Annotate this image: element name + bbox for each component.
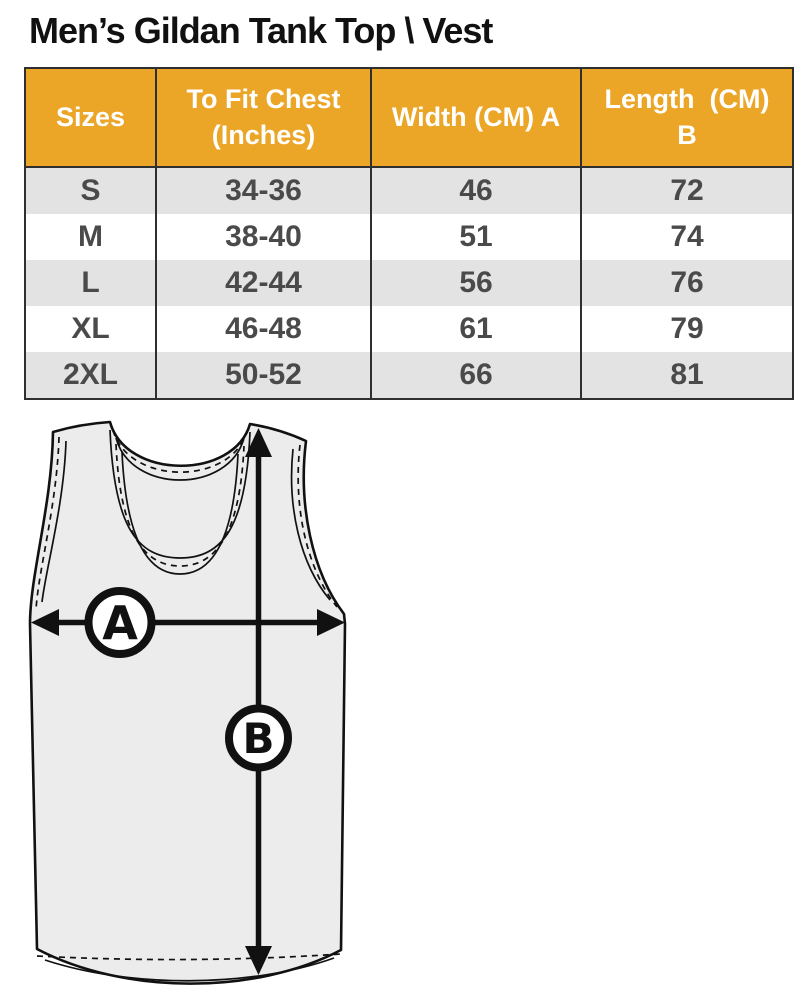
chest-cell: 50-52 xyxy=(155,352,372,399)
tank-top-diagram: A B xyxy=(28,420,347,985)
right-armhole-inner-line xyxy=(290,448,331,601)
length-cell: 72 xyxy=(580,167,794,214)
chest-cell: 34-36 xyxy=(155,167,372,214)
tank-silhouette xyxy=(28,420,347,985)
width-cell: 51 xyxy=(370,214,582,260)
width-cell: 61 xyxy=(370,306,582,352)
length-arrow xyxy=(245,428,272,975)
column-header-length: Length (CM) B xyxy=(580,67,794,168)
length-cell: 79 xyxy=(580,306,794,352)
chest-cell: 46-48 xyxy=(155,306,372,352)
left-armhole-inner-line xyxy=(41,440,67,603)
size-cell: XL xyxy=(24,306,157,352)
length-cell: 74 xyxy=(580,214,794,260)
size-cell: S xyxy=(24,167,157,214)
size-cell: M xyxy=(24,214,157,260)
page-title: Men’s Gildan Tank Top \ Vest xyxy=(29,10,493,51)
chest-cell: 38-40 xyxy=(155,214,372,260)
header-row: Sizes To Fit Chest (Inches) Width (CM) A… xyxy=(24,67,794,168)
chest-cell: 42-44 xyxy=(155,260,372,306)
front-neckline-outer-line xyxy=(109,429,251,559)
width-cell: 46 xyxy=(370,167,582,214)
column-header-width: Width (CM) A xyxy=(370,67,582,168)
table-row-2xl: 2XL 50-52 66 81 xyxy=(24,352,794,399)
size-cell: L xyxy=(24,260,157,306)
measurement-b-badge: B xyxy=(225,704,292,772)
table-row-s: S 34-36 46 72 xyxy=(24,167,794,214)
table-row-m: M 38-40 51 74 xyxy=(24,214,794,260)
table-row-xl: XL 46-48 61 79 xyxy=(24,306,794,352)
left-armhole-stitch xyxy=(35,436,60,611)
table-row-l: L 42-44 56 76 xyxy=(24,260,794,306)
front-neckline-inner-line xyxy=(121,451,239,575)
column-header-sizes: Sizes xyxy=(24,67,157,168)
measurement-a-badge: A xyxy=(84,587,156,658)
size-chart-table: Sizes To Fit Chest (Inches) Width (CM) A… xyxy=(24,67,794,400)
front-neckline-stitch xyxy=(115,443,245,567)
measurement-a-label: A xyxy=(102,596,138,650)
right-armhole-stitch xyxy=(297,444,338,608)
column-header-chest: To Fit Chest (Inches) xyxy=(155,67,372,168)
measurement-b-label: B xyxy=(242,714,274,763)
back-collar-inner-line xyxy=(115,437,245,481)
hem-stitch xyxy=(36,953,342,961)
width-cell: 56 xyxy=(370,260,582,306)
width-cell: 66 xyxy=(370,352,582,399)
hem-inner-line xyxy=(44,957,335,982)
size-cell: 2XL xyxy=(24,352,157,399)
length-cell: 81 xyxy=(580,352,794,399)
length-cell: 76 xyxy=(580,260,794,306)
